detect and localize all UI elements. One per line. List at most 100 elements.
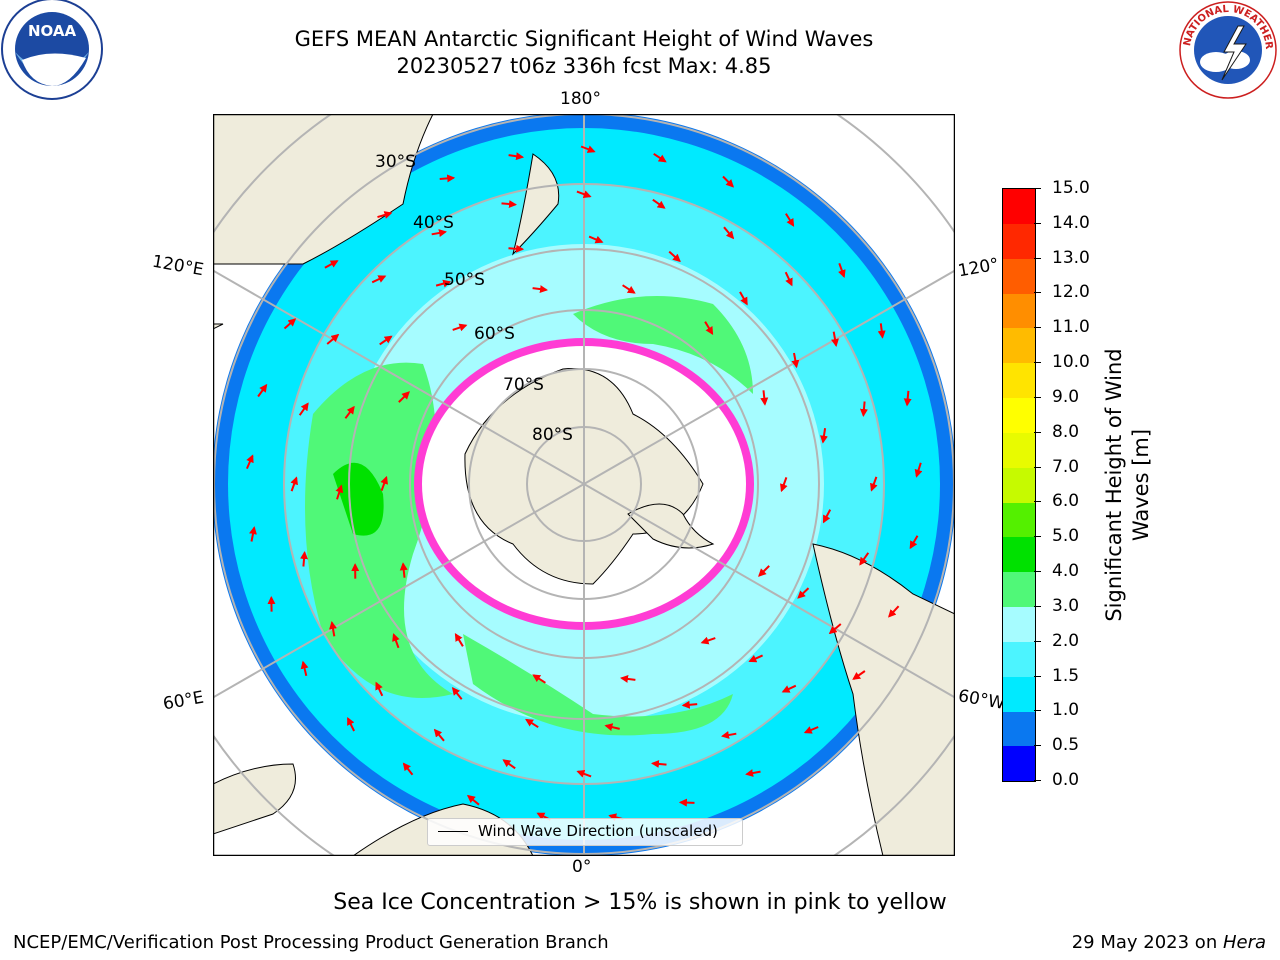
colorbar-tick [1034,222,1041,224]
chart-subtitle: 20230527 t06z 336h fcst Max: 4.85 [396,54,772,78]
wave-arrow [681,700,698,709]
colorbar-tick-label: 8.0 [1052,421,1080,442]
colorbar-tick [1034,675,1041,677]
nws-logo: NATIONAL WEATHER SERVICE [1176,0,1277,99]
wave-arrow [651,759,667,768]
wave-arrow [532,285,548,294]
colorbar-tick-label: 1.5 [1052,665,1080,686]
wave-arrow [377,211,393,219]
lon-label-0: 0° [572,857,592,877]
colorbar-tick-label: 2.0 [1052,630,1080,651]
wave-arrow [678,798,695,807]
colorbar-tick-label: 9.0 [1052,386,1080,407]
wave-arrow [249,526,257,542]
wave-arrow [909,535,919,550]
wave-arrow [508,152,525,161]
colorbar-tick [1034,780,1041,781]
wave-arrow [329,621,337,637]
wave-arrow [721,731,737,739]
colorbar-tick [1034,431,1041,433]
colorbar-tick-label: 5.0 [1052,526,1080,547]
lat-label-80s: 80°S [532,425,573,445]
lon-label-180: 180° [560,89,601,109]
colorbar-tick-label: 6.0 [1052,491,1080,512]
wave-arrow [653,152,667,163]
colorbar-tick [1034,257,1041,259]
wave-arrow [454,633,464,647]
wave-arrow [300,551,309,567]
wave-arrow [375,681,384,697]
colorbar-segment [1003,328,1035,364]
wave-arrow [604,723,620,732]
wave-arrow [723,226,735,240]
colorbar-tick-label: 4.0 [1052,561,1080,582]
colorbar-tick [1034,605,1041,607]
map-legend: Wind Wave Direction (unscaled) [427,818,743,846]
colorbar-segment [1003,363,1035,399]
colorbar-segment [1003,223,1035,259]
wave-arrow [888,605,900,618]
colorbar-tick-label: 10.0 [1052,352,1090,373]
colorbar-tick-label: 11.0 [1052,317,1090,338]
wave-arrow [433,728,445,742]
colorbar-tick [1034,292,1041,294]
wave-arrow [466,794,480,806]
colorbar-tick [1034,466,1041,468]
new-zealand [512,153,560,256]
colorbar-tick [1034,362,1041,364]
wave-arrow [877,323,886,339]
wave-arrow [780,477,788,493]
wave-arrow [335,484,344,500]
noaa-logo: NOAA [1,0,103,100]
wave-arrow [797,587,810,599]
colorbar-tick-label: 14.0 [1052,212,1090,233]
colorbar-segment [1003,467,1035,503]
wave-arrow [452,323,468,332]
wave-arrow [652,198,666,209]
wave-peak [333,462,384,536]
colorbar-segment [1003,746,1035,782]
wave-arrow [257,383,268,398]
wave-arrow [700,636,716,645]
colorbar-segment [1003,572,1035,608]
wave-arrow [326,333,340,345]
wave-arrow [392,633,400,649]
wave-patch-north [573,296,753,394]
wave-arrow [525,718,539,729]
colorbar-segment [1003,537,1035,573]
footer-date: 29 May 2023 on Hera [1072,932,1266,953]
wave-arrow [576,190,592,198]
footer-date-text: 29 May 2023 on [1071,932,1223,953]
wave-arrow [748,654,764,663]
wave-arrow [785,213,795,227]
footer-branch: NCEP/EMC/Verification Post Processing Pr… [13,932,609,953]
colorbar-tick-label: 0.0 [1052,770,1080,790]
wave-arrow [508,244,525,253]
lon-label-60w: 60°W [956,686,1007,714]
svg-text:NOAA: NOAA [28,22,77,40]
colorbar-tick [1034,640,1041,642]
wave-arrow [722,175,735,188]
wave-arrow [501,200,517,209]
wave-arrow [347,716,355,732]
wave-arrow [620,674,636,683]
wave-arrow [532,674,546,684]
colorbar-segment [1003,502,1035,538]
footer-machine: Hera [1222,932,1266,953]
lat-label-70s: 70°S [503,375,544,395]
colorbar-tick [1034,745,1041,747]
wave-arrow [838,262,846,279]
colorbar-label: Significant Height of Wind Waves [m] [1102,348,1153,622]
colorbar-segment [1003,293,1035,329]
colorbar-tick [1034,327,1041,329]
wave-arrow [283,318,297,330]
colorbar-segment [1003,397,1035,433]
colorbar-tick-label: 7.0 [1052,456,1080,477]
wave-arrow [451,687,463,700]
wave-patch-south [463,634,733,736]
lat-label-50s: 50°S [444,270,485,290]
wave-arrow [622,284,636,294]
colorbar-tick-label: 1.0 [1052,700,1080,721]
madagascar [213,763,296,835]
wave-arrow [298,402,309,416]
